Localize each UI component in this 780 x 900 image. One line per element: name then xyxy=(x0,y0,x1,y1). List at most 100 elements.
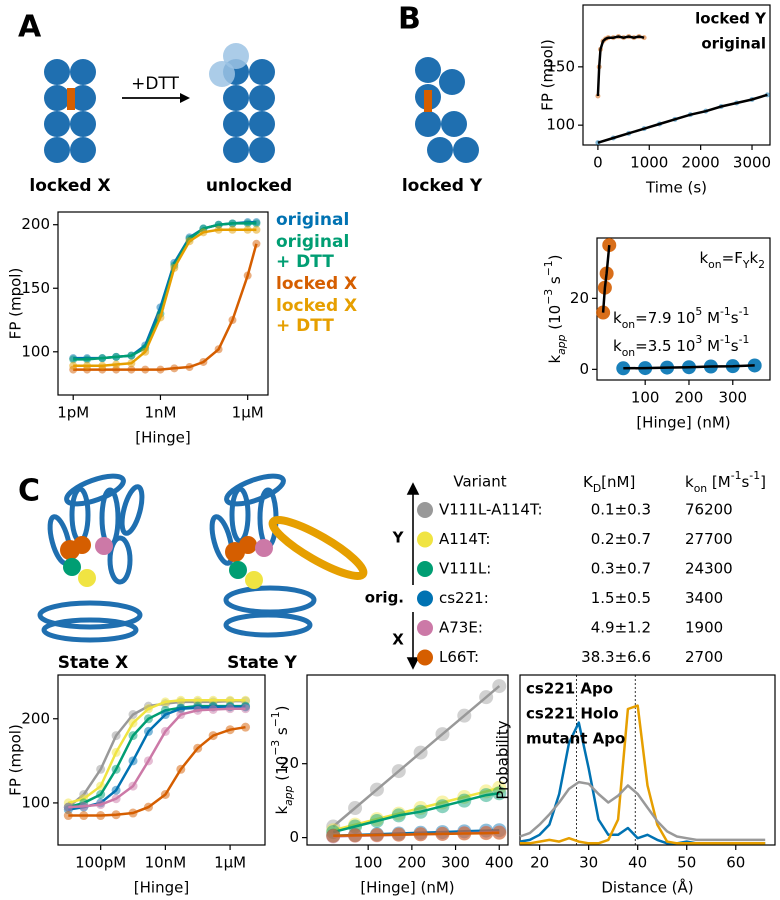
chart: 0 20 100 200 300 xyxy=(570,237,771,407)
fit-line xyxy=(332,792,500,834)
y-axis-label: Probability xyxy=(494,720,512,799)
text-part: =3.5 10 xyxy=(635,337,695,355)
locked-y-diagram xyxy=(415,57,479,163)
text-part: s xyxy=(731,337,739,355)
text-part: on xyxy=(694,482,707,495)
table-cell: 38.3±6.6 xyxy=(581,648,651,666)
chart: 20 30 40 50 60 cs221 Apo cs221 Holo mutant Apo xyxy=(519,674,776,872)
table-cell: 27700 xyxy=(685,530,733,548)
fit-line xyxy=(67,698,246,805)
table-cell: 0.1±0.3 xyxy=(591,501,651,519)
table-header: Variant xyxy=(453,473,506,491)
plot-frame xyxy=(519,674,776,846)
text-part: s xyxy=(273,727,291,740)
y-axis-label: kapp (10−3 s−1) xyxy=(269,705,295,814)
data-point xyxy=(241,704,251,714)
x-axis-label: Time (s) xyxy=(645,179,707,197)
text-part: s xyxy=(546,276,564,289)
y-axis-label: FP (mpol) xyxy=(7,724,25,796)
table-header: KD[nM] xyxy=(583,473,635,495)
annotation: kon=3.5 103 M-1s-1 xyxy=(613,333,749,359)
x-tick-label: 0 xyxy=(593,154,603,172)
table-cell: 0.3±0.7 xyxy=(591,560,651,578)
data-point xyxy=(252,239,261,248)
fit-line xyxy=(601,244,611,313)
legend-entry: locked X xyxy=(276,274,358,294)
arrow-label: orig. xyxy=(365,589,404,607)
chart: 100 150 200 1pM 1nM 1μM xyxy=(21,211,269,422)
variant-dot xyxy=(417,561,433,577)
annotation: kon=7.9 105 M-1s-1 xyxy=(613,305,749,331)
annotation: kon=FYk2 xyxy=(699,249,765,271)
text-part: −3 xyxy=(542,289,555,305)
data-point xyxy=(252,225,261,234)
plot-frame xyxy=(582,4,771,146)
x-tick-label: 200 xyxy=(398,854,427,872)
text-part: (10 xyxy=(546,305,564,335)
plot-frame xyxy=(57,211,269,396)
text-part: k xyxy=(613,337,622,355)
legend-entry: locked Y xyxy=(695,10,767,28)
text-part: -1 xyxy=(749,469,760,482)
arrow-label: Y xyxy=(392,529,405,547)
diagram-label: State Y xyxy=(227,653,297,673)
panel-label: A xyxy=(18,10,42,45)
text-part: -1 xyxy=(739,333,750,346)
table-cell: 76200 xyxy=(685,501,733,519)
diagram-label: State X xyxy=(58,653,129,673)
text-part: D xyxy=(593,482,601,495)
text-part: (10 xyxy=(273,756,291,786)
text-part: -1 xyxy=(731,469,742,482)
table-cell: cs221: xyxy=(439,589,489,607)
text-part: [nM] xyxy=(601,473,635,491)
y-tick-label: 0 xyxy=(289,828,299,846)
data-point xyxy=(241,722,251,732)
fit-line xyxy=(73,220,257,360)
variant-dot xyxy=(417,620,433,636)
x-tick-label: 400 xyxy=(485,854,514,872)
table-cell: A73E: xyxy=(439,619,483,637)
state-x-structure xyxy=(37,473,145,643)
text-part: K xyxy=(583,473,594,491)
y-tick-label: 150 xyxy=(546,57,575,75)
panel-label: C xyxy=(18,474,40,509)
chart: 100 150 0 1000 2000 3000 locked Y original xyxy=(546,4,771,172)
table-cell: 3400 xyxy=(685,589,723,607)
legend-entry: locked X + DTT xyxy=(276,296,358,336)
y-axis-label: kapp (10−3 s−1) xyxy=(542,254,568,363)
table-header: kon [M-1s-1] xyxy=(685,469,766,495)
x-tick-label: 300 xyxy=(718,389,747,407)
y-axis-label: FP (mpol) xyxy=(7,268,25,340)
text-part: on xyxy=(622,318,635,331)
fit-line xyxy=(73,243,258,371)
table-cell: V111L-A114T: xyxy=(439,501,543,519)
text-part: M xyxy=(702,337,720,355)
fit-line xyxy=(623,364,755,370)
fit-line xyxy=(68,705,246,811)
table-arrows xyxy=(406,482,420,670)
diagram-label: +DTT xyxy=(131,74,179,94)
state-y-structure xyxy=(209,473,368,638)
table-cell: 1.5±0.5 xyxy=(591,589,651,607)
table-cell: 2700 xyxy=(685,648,723,666)
diagram-label: locked Y xyxy=(402,176,483,196)
y-tick-label: 0 xyxy=(579,360,589,378)
y-tick-label: 20 xyxy=(280,754,299,772)
x-tick-label: 2000 xyxy=(682,154,720,172)
x-axis-label: [Hinge] xyxy=(135,429,190,447)
y-tick-label: 100 xyxy=(546,116,575,134)
x-tick-label: 100pM xyxy=(75,854,126,872)
legend-entry: original xyxy=(701,35,766,53)
text-part: ] xyxy=(760,473,766,491)
diagram-label: locked X xyxy=(29,176,110,196)
legend-entry: mutant Apo xyxy=(526,730,625,748)
locked-x-diagram xyxy=(44,59,96,163)
plot-frame xyxy=(596,237,771,381)
x-tick-label: 200 xyxy=(675,389,704,407)
legend-entry: original xyxy=(276,210,350,230)
data-line xyxy=(520,704,766,845)
x-tick-label: 20 xyxy=(530,854,549,872)
table-cell: 4.9±1.2 xyxy=(591,619,651,637)
text-part: -1 xyxy=(720,305,731,318)
